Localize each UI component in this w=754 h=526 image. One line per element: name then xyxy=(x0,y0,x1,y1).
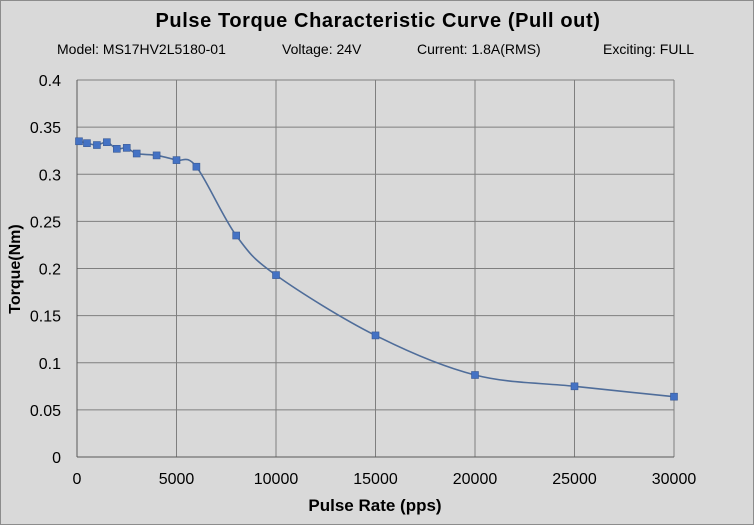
y-tick-label: 0.2 xyxy=(39,262,61,279)
data-point-marker xyxy=(272,271,280,279)
data-point-marker xyxy=(232,231,240,240)
data-point-marker xyxy=(122,144,131,152)
data-point-marker xyxy=(152,151,161,160)
data-point-marker xyxy=(75,137,83,146)
x-tick-label: 20000 xyxy=(453,471,498,488)
data-point-marker xyxy=(93,141,101,149)
chart-title: Pulse Torque Characteristic Curve (Pull … xyxy=(155,10,601,32)
y-tick-label: 0.15 xyxy=(30,309,61,326)
data-point-marker xyxy=(371,331,380,340)
data-point-marker xyxy=(113,145,121,153)
model-label: Model: MS17HV2L5180-01 xyxy=(57,41,226,57)
data-point-marker xyxy=(570,382,579,391)
x-tick-label: 10000 xyxy=(254,471,299,488)
x-tick-label: 30000 xyxy=(652,471,697,488)
y-axis-label: Torque(Nm) xyxy=(7,224,24,314)
exciting-label: Exciting: FULL xyxy=(603,41,695,57)
voltage-label: Voltage: 24V xyxy=(282,41,362,57)
data-point-marker xyxy=(192,162,201,171)
current-label: Current: 1.8A(RMS) xyxy=(417,41,541,57)
y-tick-label: 0 xyxy=(52,450,61,467)
data-point-marker xyxy=(670,392,678,401)
x-tick-label: 15000 xyxy=(353,471,398,488)
x-tick-label: 0 xyxy=(73,471,82,488)
x-axis-label: Pulse Rate (pps) xyxy=(308,496,442,515)
x-tick-label: 5000 xyxy=(159,471,195,488)
data-point-marker xyxy=(172,156,181,164)
y-tick-label: 0.35 xyxy=(30,120,61,137)
y-tick-label: 0.3 xyxy=(39,167,61,184)
y-tick-label: 0.05 xyxy=(30,403,61,420)
y-tick-label: 0.4 xyxy=(39,73,61,90)
data-point-marker xyxy=(471,371,479,379)
data-point-marker xyxy=(83,139,91,147)
data-point-marker xyxy=(103,138,111,147)
x-tick-label: 25000 xyxy=(552,471,597,488)
y-tick-label: 0.1 xyxy=(39,356,61,373)
data-point-marker xyxy=(132,149,141,158)
y-tick-label: 0.25 xyxy=(30,214,61,231)
